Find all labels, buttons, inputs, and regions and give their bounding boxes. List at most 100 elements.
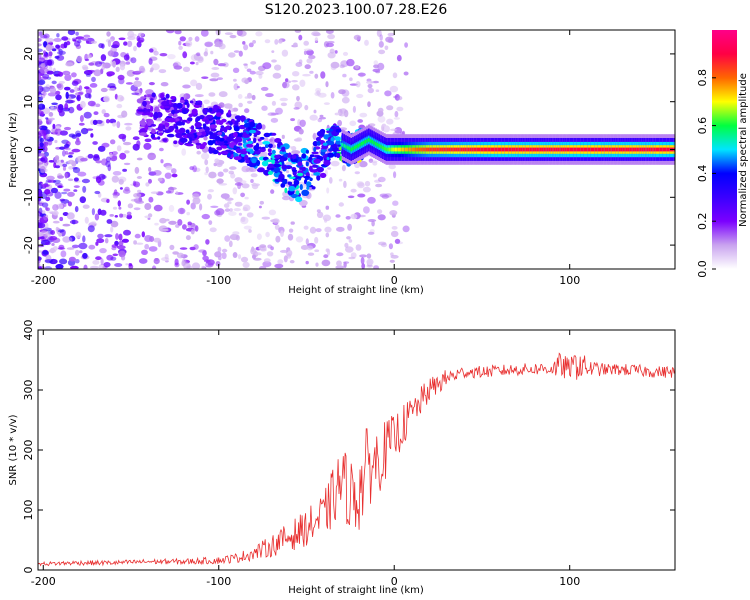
spectrogram-cell <box>646 147 649 152</box>
spectrogram-cell <box>457 147 460 152</box>
spectrogram-cell <box>247 92 252 99</box>
spectrogram-cell <box>68 151 75 155</box>
spectrogram-cell <box>55 226 59 232</box>
spectrogram-cell <box>336 260 342 267</box>
spectrogram-cell <box>144 125 149 131</box>
spectrogram-cell <box>319 172 327 178</box>
spectrogram-cell <box>330 61 340 69</box>
spectrogram-cell <box>89 83 98 88</box>
spectrogram-cell <box>294 30 302 33</box>
spectrogram-cell <box>82 252 88 259</box>
spectrogram-cell <box>265 231 270 238</box>
spectrogram-cell <box>260 248 267 252</box>
spectrogram-cell <box>387 38 394 44</box>
spectrogram-cell <box>272 72 282 79</box>
spectrogram-cell <box>181 132 187 136</box>
spectrogram-cell <box>217 246 222 253</box>
spectrogram-cell <box>384 45 389 51</box>
spectrogram-cell <box>236 118 241 123</box>
spectrogram-cell <box>553 147 556 152</box>
spectrogram-cell <box>86 40 90 44</box>
spectrogram-cell <box>305 238 309 246</box>
spectrogram-cell <box>274 160 280 164</box>
spectrogram-cell <box>341 142 344 147</box>
spectrogram-cell <box>518 147 521 152</box>
spectrogram-cell <box>359 112 368 118</box>
spectrogram-cell <box>279 150 287 155</box>
spectrogram-cell <box>355 244 362 251</box>
spectrogram-cell <box>548 147 551 152</box>
spectrogram-cell <box>150 124 157 127</box>
spectrogram-cell <box>305 161 309 167</box>
spectrogram-cell <box>216 146 223 151</box>
spectrogram-cell <box>200 30 209 37</box>
spectrogram-cell <box>313 109 317 114</box>
spectrogram-cell <box>357 182 365 189</box>
spectrogram-cell <box>115 66 120 73</box>
spectrogram-cell <box>261 146 266 150</box>
spectrogram-cell <box>313 146 317 152</box>
spectrogram-cell <box>543 147 546 152</box>
spectrogram-cell <box>511 147 514 152</box>
spectrogram-cell <box>210 72 220 78</box>
spectrogram-cell <box>132 136 140 141</box>
spectrogram-cell <box>220 193 230 200</box>
spectrogram-cell <box>101 62 106 71</box>
spectrogram-cell <box>58 244 65 250</box>
spectrogram-cell <box>164 253 169 260</box>
spectrogram-cell <box>606 147 609 152</box>
spectrogram-cell <box>589 147 591 152</box>
spectrogram-cell <box>321 259 331 267</box>
spectrogram-cell <box>364 139 367 144</box>
spectrogram-cell <box>68 237 73 243</box>
spectrogram-cell <box>64 150 69 155</box>
spectrogram-cell <box>44 189 51 195</box>
colorbar-tick-label: 0.2 <box>696 212 709 230</box>
spectrogram-cell <box>194 94 204 98</box>
spectrogram-cell <box>223 126 228 133</box>
spectrogram-cell <box>106 71 115 76</box>
spectrogram-cell <box>258 146 262 150</box>
spectrogram-cell <box>105 156 111 163</box>
spectrogram-cell <box>129 33 137 37</box>
spectrogram-x-ticks: -200 -100 0 100 <box>31 30 580 287</box>
spectrogram-cell <box>139 132 148 136</box>
spectrogram-cell <box>177 207 186 215</box>
spectrogram-cell <box>632 147 635 152</box>
spectrogram-cell <box>207 193 212 200</box>
spectrogram-cell <box>77 171 87 177</box>
spectrogram-cell <box>86 73 91 77</box>
spectrogram-cell <box>79 196 87 204</box>
spectrogram-cell <box>236 30 243 36</box>
spectrogram-cell <box>420 147 423 152</box>
spectrogram-cell <box>217 171 224 177</box>
spectrogram-cell <box>126 211 132 216</box>
spectrogram-cell <box>160 82 169 87</box>
spectrogram-cell <box>83 34 91 38</box>
spectrogram-cell <box>150 191 159 194</box>
spectrogram-cell <box>179 99 185 104</box>
spectrogram-cell <box>47 179 57 183</box>
spectrogram-cell <box>243 225 252 230</box>
spectrogram-cell <box>203 99 210 105</box>
spectrogram-cell <box>248 229 252 233</box>
spectrogram-cell <box>334 50 338 54</box>
spectrogram-cell <box>179 36 186 42</box>
spectrogram-cell <box>293 107 300 110</box>
spectrogram-cell <box>396 147 398 152</box>
spectrogram-cell <box>114 263 123 267</box>
spectrogram-cell <box>232 107 239 112</box>
spectrogram-cell <box>557 147 560 152</box>
spectrogram-cell <box>151 92 156 98</box>
spectrogram-cell <box>42 146 48 153</box>
spectrogram-cell <box>251 158 257 164</box>
spectrogram-cell <box>315 228 322 233</box>
figure-title: S120.2023.100.07.28.E26 <box>265 2 448 18</box>
spectrogram-cell <box>385 147 388 152</box>
spectrogram-cell <box>350 147 353 152</box>
spectrogram-cell <box>50 247 55 254</box>
spectrogram-cell <box>311 31 320 37</box>
spectrogram-cell <box>82 235 86 243</box>
spectrogram-cell <box>126 69 136 77</box>
spectrogram-cell <box>229 208 233 212</box>
